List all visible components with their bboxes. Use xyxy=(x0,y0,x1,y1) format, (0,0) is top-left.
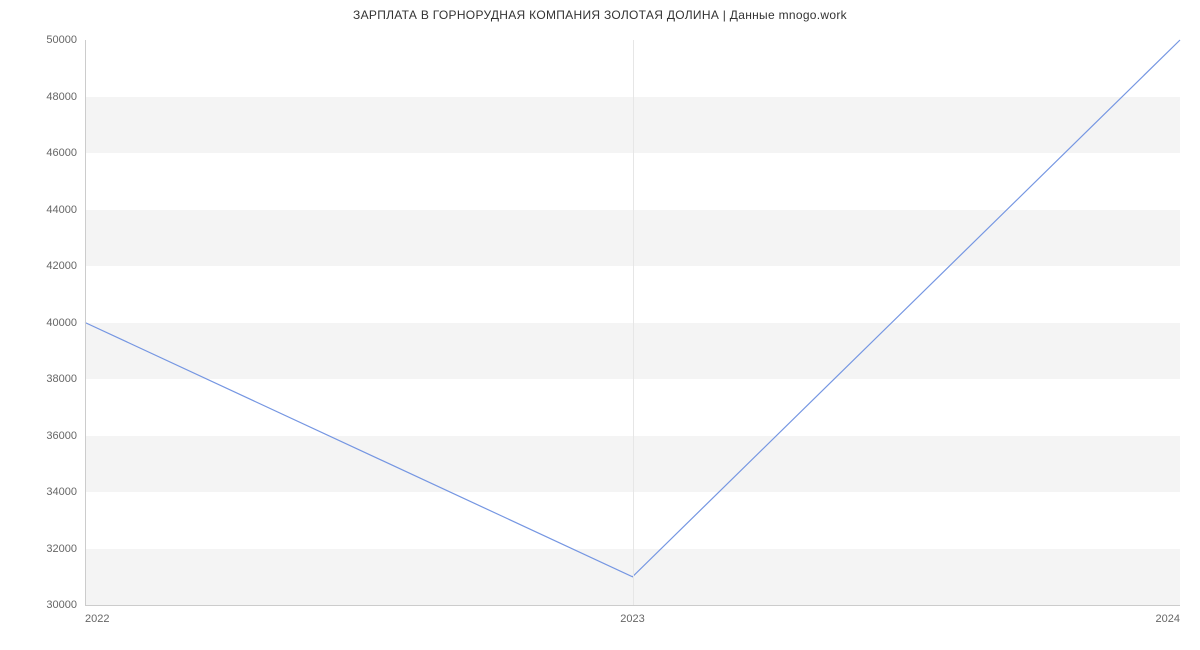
chart-title: ЗАРПЛАТА В ГОРНОРУДНАЯ КОМПАНИЯ ЗОЛОТАЯ … xyxy=(0,8,1200,22)
y-tick-label: 48000 xyxy=(46,91,77,103)
y-tick-label: 42000 xyxy=(46,260,77,272)
y-tick-label: 38000 xyxy=(46,373,77,385)
x-tick-label: 2024 xyxy=(1156,613,1180,625)
y-tick-label: 30000 xyxy=(46,599,77,611)
grid-vertical xyxy=(633,40,634,605)
x-tick-label: 2023 xyxy=(620,613,644,625)
y-tick-label: 34000 xyxy=(46,486,77,498)
y-tick-label: 32000 xyxy=(46,543,77,555)
y-tick-label: 40000 xyxy=(46,317,77,329)
plot-area: 3000032000340003600038000400004200044000… xyxy=(85,40,1180,605)
x-tick-label: 2022 xyxy=(85,613,109,625)
y-tick-label: 50000 xyxy=(46,34,77,46)
y-tick-label: 36000 xyxy=(46,430,77,442)
x-axis-line xyxy=(85,605,1180,606)
y-axis-line xyxy=(85,40,86,605)
y-tick-label: 44000 xyxy=(46,204,77,216)
y-tick-label: 46000 xyxy=(46,147,77,159)
